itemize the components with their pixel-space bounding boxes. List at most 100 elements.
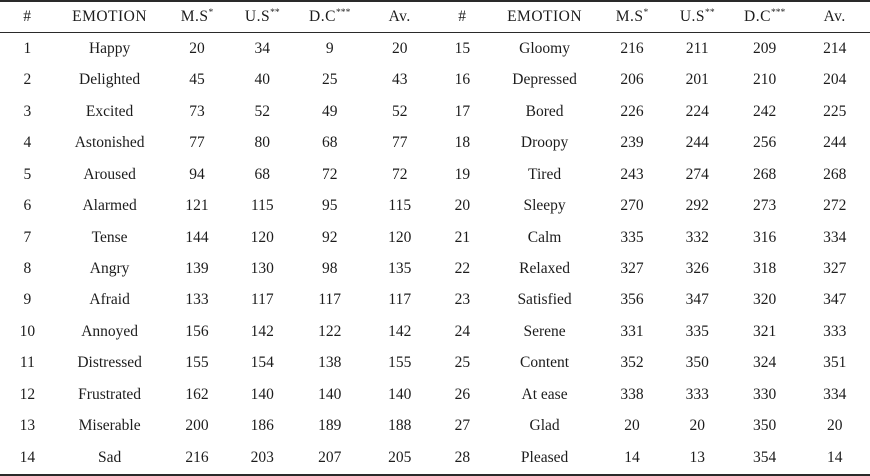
emotion-cell: Distressed (77, 354, 142, 372)
value-cell: 80 (254, 134, 271, 152)
emotion-cell: Delighted (79, 71, 141, 89)
value-cell: 21 (454, 228, 471, 246)
table-row: 8 Angry 139 130 98 135 22 Relaxed 327 326 318 327 (0, 253, 870, 284)
value-cell: 154 (250, 354, 274, 372)
value-cell: 52 (391, 102, 408, 120)
value-cell: 34 (254, 39, 271, 57)
value-cell: 121 (185, 197, 209, 215)
value-cell: 338 (620, 385, 644, 403)
value-cell: 351 (823, 354, 847, 372)
value-cell: 115 (388, 197, 412, 215)
value-cell: 115 (250, 197, 274, 215)
value-cell: 68 (321, 134, 338, 152)
value-cell: 95 (321, 197, 338, 215)
value-cell: 1 (23, 39, 32, 57)
emotion-cell: Content (520, 354, 570, 372)
value-cell: 188 (388, 416, 412, 434)
emotion-cell: Gloomy (519, 39, 570, 57)
emotion-cell: Bored (525, 102, 564, 120)
value-cell: 4 (23, 134, 32, 152)
value-cell: 292 (685, 197, 709, 215)
value-cell: 40 (254, 71, 271, 89)
value-cell: 316 (753, 228, 777, 246)
value-cell: 224 (685, 102, 709, 120)
value-cell: 140 (318, 385, 342, 403)
emotion-cell: Serene (523, 322, 566, 340)
value-cell: 120 (250, 228, 274, 246)
column-header-us-left: U.S** (229, 1, 295, 33)
emotion-cell: Aroused (83, 165, 136, 183)
value-cell: 11 (19, 354, 35, 372)
value-cell: 327 (823, 259, 847, 277)
value-cell: 73 (189, 102, 205, 120)
value-cell: 242 (753, 102, 777, 120)
value-cell: 350 (685, 354, 709, 372)
emotion-cell: Tense (91, 228, 128, 246)
value-cell: 2 (23, 71, 32, 89)
value-cell: 130 (250, 259, 274, 277)
value-cell: 122 (318, 322, 342, 340)
column-header-emotion-left: EMOTION (54, 1, 165, 33)
value-cell: 135 (388, 259, 412, 277)
column-header-number-left: # (0, 1, 55, 33)
value-cell: 52 (254, 102, 271, 120)
value-cell: 211 (685, 39, 709, 57)
value-cell: 324 (753, 354, 777, 372)
emotion-cell: Alarmed (82, 197, 137, 215)
value-cell: 206 (620, 71, 644, 89)
value-cell: 20 (189, 39, 205, 57)
table-row: 4 Astonished 77 80 68 77 18 Droopy 239 244 256 244 (0, 128, 870, 159)
value-cell: 334 (823, 228, 847, 246)
table-row: 12 Frustrated 162 140 140 140 26 At ease 338 333 3… (0, 379, 870, 410)
value-cell: 356 (620, 291, 644, 309)
emotion-cell: Excited (85, 102, 134, 120)
value-cell: 225 (823, 102, 847, 120)
value-cell: 268 (753, 165, 777, 183)
value-cell: 226 (620, 102, 644, 120)
value-cell: 10 (19, 322, 36, 340)
footnote-mark: * (208, 6, 214, 18)
value-cell: 350 (753, 416, 777, 434)
value-cell: 268 (823, 165, 847, 183)
column-header-av-right: Av. (799, 1, 870, 33)
table-header-row: # EMOTION M.S* U.S** D.C*** Av. # EMOTIO… (0, 1, 870, 33)
value-cell: 9 (23, 291, 32, 309)
value-cell: 26 (454, 385, 471, 403)
value-cell: 77 (189, 134, 205, 152)
emotion-cell: Angry (89, 259, 130, 277)
value-cell: 244 (685, 134, 709, 152)
value-cell: 20 (624, 416, 640, 434)
value-cell: 201 (685, 71, 709, 89)
value-cell: 333 (685, 385, 709, 403)
value-cell: 216 (620, 39, 644, 57)
value-cell: 9 (325, 39, 334, 57)
footnote-mark: *** (770, 6, 786, 18)
table-row: 11 Distressed 155 154 138 155 25 Content 352 350 3… (0, 347, 870, 378)
emotion-cell: Glad (529, 416, 560, 434)
value-cell: 12 (19, 385, 36, 403)
footnote-mark: * (643, 6, 649, 18)
value-cell: 140 (388, 385, 412, 403)
value-cell: 354 (753, 448, 777, 466)
value-cell: 13 (19, 416, 36, 434)
value-cell: 16 (454, 71, 471, 89)
value-cell: 22 (454, 259, 471, 277)
value-cell: 15 (454, 39, 471, 57)
value-cell: 327 (620, 259, 644, 277)
emotion-cell: Calm (527, 228, 562, 246)
value-cell: 20 (391, 39, 408, 57)
emotion-cell: Droopy (520, 134, 569, 152)
value-cell: 98 (321, 259, 338, 277)
value-cell: 68 (254, 165, 271, 183)
value-cell: 274 (685, 165, 709, 183)
value-cell: 156 (185, 322, 209, 340)
value-cell: 27 (454, 416, 471, 434)
value-cell: 5 (23, 165, 32, 183)
value-cell: 24 (454, 322, 471, 340)
value-cell: 214 (823, 39, 847, 57)
emotion-cell: Miserable (78, 416, 141, 434)
value-cell: 239 (620, 134, 644, 152)
value-cell: 117 (318, 291, 342, 309)
emotion-cell: Astonished (74, 134, 145, 152)
